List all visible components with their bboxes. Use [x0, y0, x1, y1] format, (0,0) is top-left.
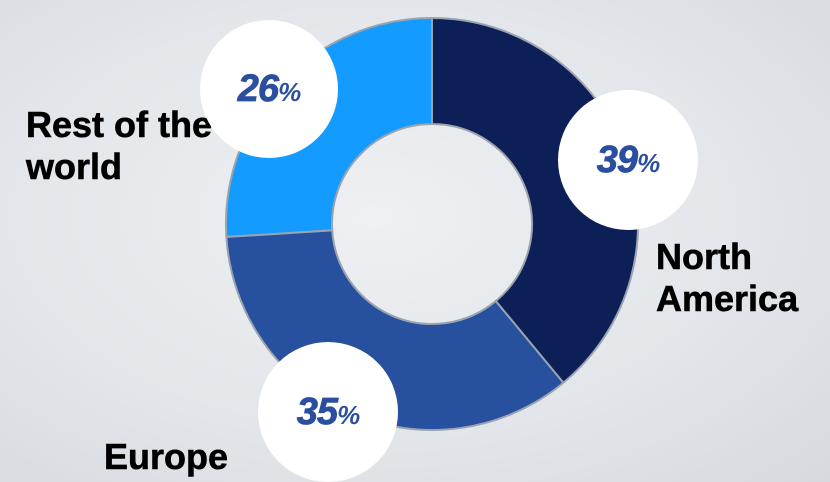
pct-sign-rest-of-world: %: [278, 76, 301, 107]
label-europe: Europe: [104, 436, 229, 478]
pct-value-europe: 35: [296, 390, 338, 433]
badge-europe: 35%: [258, 342, 398, 482]
label-rest-of-world: Rest of the world: [26, 104, 213, 188]
pct-sign-europe: %: [337, 399, 360, 430]
pct-sign-north-america: %: [637, 147, 660, 178]
pct-value-north-america: 39: [596, 138, 638, 181]
badge-north-america: 39%: [558, 90, 698, 230]
badge-rest-of-world: 26%: [200, 20, 338, 158]
pct-value-rest-of-world: 26: [237, 67, 279, 110]
label-north-america: North America: [656, 236, 799, 320]
